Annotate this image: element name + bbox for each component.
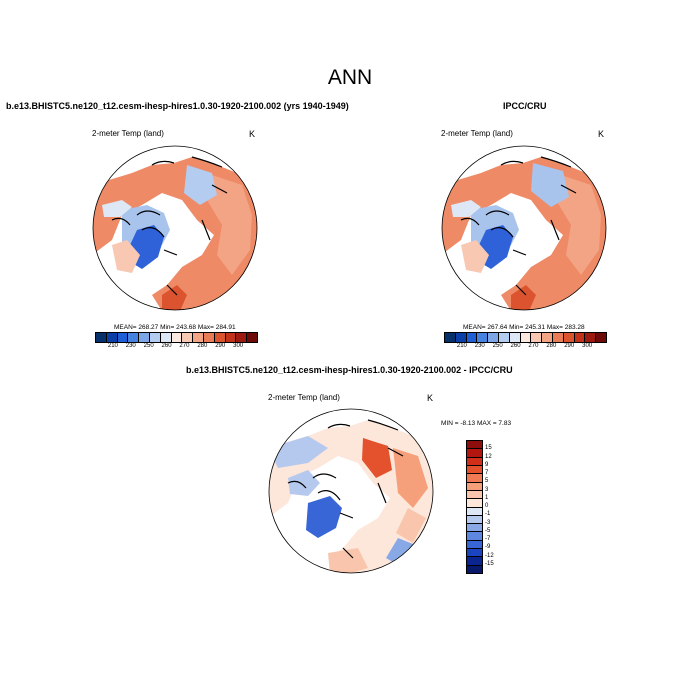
colorbar-tick-label: 270: [179, 343, 190, 349]
colorbar-swatch: [552, 333, 564, 342]
panel-2-variable-label: 2-meter Temp (land): [441, 129, 513, 138]
colorbar-tick-label: 230: [474, 343, 485, 349]
colorbar-tick-label: 260: [510, 343, 521, 349]
colorbar-swatch: [203, 333, 215, 342]
panel-2-stats: MEAN= 267.64 Min= 245.31 Max= 283.28: [463, 324, 585, 331]
colorbar-tick-label: 1: [485, 494, 489, 501]
colorbar-swatch: [182, 333, 194, 342]
colorbar-swatch: [563, 333, 575, 342]
panel-1-colorbar-ticks: 210 230 250 260 270 280 290 300: [95, 343, 256, 353]
panel-1-colorbar: [95, 332, 258, 343]
colorbar-swatch: [488, 333, 499, 342]
panel-2-colorbar-ticks: 210 230 250 260 270 280 290 300: [444, 343, 605, 353]
colorbar-swatch: [214, 333, 226, 342]
colorbar-swatch: [455, 333, 467, 342]
colorbar-swatch: [128, 333, 140, 342]
colorbar-swatch: [236, 333, 248, 342]
colorbar-tick-label: 230: [125, 343, 136, 349]
colorbar-swatch: [467, 457, 482, 466]
panel-1-units-label: K: [249, 129, 256, 139]
panel-1-map: [92, 145, 258, 311]
colorbar-swatch: [96, 333, 107, 342]
colorbar-swatch: [477, 333, 489, 342]
colorbar-tick-label: -12: [485, 552, 494, 559]
colorbar-tick-label: 210: [456, 343, 467, 349]
colorbar-swatch: [467, 507, 482, 516]
colorbar-tick-label: 250: [143, 343, 154, 349]
colorbar-tick-label: 12: [485, 453, 492, 460]
colorbar-tick-label: -7: [485, 536, 491, 542]
colorbar-tick-label: 9: [485, 461, 489, 468]
figure-title: ANN: [327, 66, 373, 89]
colorbar-swatch: [139, 333, 150, 342]
colorbar-swatch: [574, 333, 586, 342]
colorbar-tick-label: 0: [485, 503, 489, 509]
colorbar-tick-label: 270: [528, 343, 539, 349]
colorbar-tick-label: 300: [233, 343, 244, 349]
colorbar-tick-label: 280: [546, 343, 557, 349]
colorbar-tick-label: -3: [485, 519, 491, 526]
panel-3-stats: MIN = -8.13 MAX = 7.83: [441, 420, 512, 427]
panel-2-map: [441, 145, 607, 311]
colorbar-swatch: [542, 333, 553, 342]
colorbar-swatch: [520, 333, 532, 342]
colorbar-tick-label: -15: [485, 560, 494, 567]
panel-3-colorbar-labels: 15 12 9 7 5 3 1 0 -1 -3 -5 -7 -9 -12 -15: [485, 440, 515, 572]
colorbar-swatch: [117, 333, 129, 342]
colorbar-swatch: [445, 333, 456, 342]
colorbar-swatch: [171, 333, 183, 342]
colorbar-swatch: [106, 333, 118, 342]
colorbar-swatch: [467, 449, 482, 458]
panel-3-colorbar: [466, 440, 483, 574]
colorbar-swatch: [467, 474, 482, 483]
colorbar-swatch: [467, 540, 482, 550]
colorbar-tick-label: -1: [485, 511, 491, 518]
colorbar-swatch: [467, 549, 482, 558]
colorbar-swatch: [498, 333, 510, 342]
colorbar-tick-label: 7: [485, 470, 489, 476]
panel-3-variable-label: 2-meter Temp (land): [268, 393, 340, 402]
colorbar-tick-label: 280: [197, 343, 208, 349]
colorbar-tick-label: 210: [107, 343, 118, 349]
colorbar-swatch: [160, 333, 172, 342]
colorbar-swatch: [247, 333, 257, 342]
colorbar-tick-label: 290: [215, 343, 226, 349]
colorbar-tick-label: 15: [485, 445, 492, 452]
panel-2-units-label: K: [598, 129, 605, 139]
colorbar-swatch: [585, 333, 597, 342]
colorbar-swatch: [149, 333, 161, 342]
colorbar-swatch: [225, 333, 237, 342]
panel-2-colorbar: [444, 332, 607, 343]
colorbar-swatch: [596, 333, 606, 342]
colorbar-swatch: [467, 515, 482, 525]
colorbar-swatch: [467, 499, 482, 508]
colorbar-swatch: [467, 557, 482, 566]
colorbar-tick-label: 5: [485, 478, 489, 485]
panel-3-run-title: b.e13.BHISTC5.ne120_t12.cesm-ihesp-hires…: [186, 365, 513, 375]
panel-1-run-title: b.e13.BHISTC5.ne120_t12.cesm-ihesp-hires…: [6, 101, 349, 111]
colorbar-tick-label: 260: [161, 343, 172, 349]
colorbar-swatch: [467, 482, 482, 491]
colorbar-swatch: [467, 524, 482, 533]
colorbar-swatch: [467, 441, 482, 450]
colorbar-swatch: [467, 565, 482, 573]
panel-1-stats: MEAN= 268.27 Min= 243.68 Max= 284.91: [114, 324, 236, 331]
colorbar-tick-label: 290: [564, 343, 575, 349]
colorbar-swatch: [193, 333, 204, 342]
panel-1-variable-label: 2-meter Temp (land): [92, 129, 164, 138]
colorbar-swatch: [467, 490, 482, 500]
colorbar-tick-label: 250: [492, 343, 503, 349]
colorbar-tick-label: 300: [582, 343, 593, 349]
panel-3-difference-map: [268, 408, 434, 574]
colorbar-swatch: [531, 333, 543, 342]
panel-3-units-label: K: [427, 393, 434, 403]
colorbar-tick-label: -5: [485, 527, 491, 534]
colorbar-tick-label: 3: [485, 486, 489, 493]
colorbar-swatch: [467, 532, 482, 541]
colorbar-swatch: [466, 333, 478, 342]
colorbar-swatch: [467, 465, 482, 475]
colorbar-tick-label: -9: [485, 544, 491, 551]
colorbar-swatch: [509, 333, 521, 342]
panel-2-run-title: IPCC/CRU: [503, 101, 547, 111]
